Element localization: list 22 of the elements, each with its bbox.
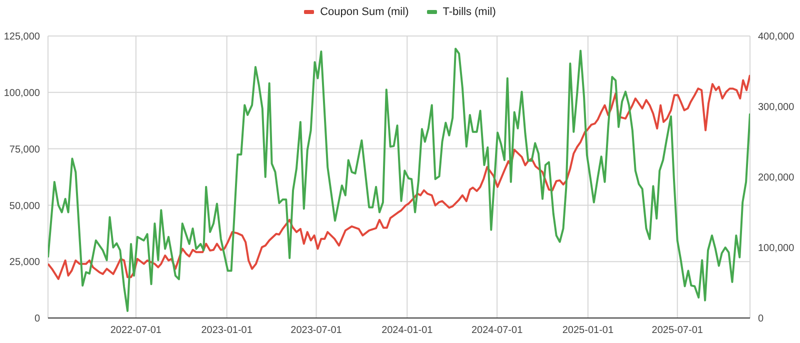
line-series	[48, 48, 750, 312]
legend-label: Coupon Sum (mil)	[320, 6, 409, 18]
y-tick-label: 0	[34, 314, 40, 325]
y2-tick-label: 0	[758, 314, 764, 325]
x-tick-label: 2025-01-01	[562, 325, 614, 336]
y-tick-label: 100,000	[4, 88, 40, 99]
y-tick-label: 50,000	[9, 200, 40, 212]
x-tick-label: 2024-07-01	[471, 325, 524, 336]
x-tick-label: 2022-07-01	[110, 325, 162, 336]
legend-label: T-bills (mil)	[442, 6, 496, 18]
y2-tick-label: 400,000	[758, 32, 795, 43]
y-tick-label: 75,000	[9, 144, 40, 156]
line-series	[48, 74, 750, 280]
x-tick-label: 2023-07-01	[290, 325, 342, 336]
y-tick-label: 25,000	[9, 257, 40, 268]
y2-tick-label: 100,000	[758, 243, 795, 254]
x-tick-label: 2025-07-01	[652, 325, 704, 336]
y-tick-label: 125,000	[4, 32, 40, 43]
y2-tick-label: 200,000	[758, 172, 795, 184]
y2-tick-label: 300,000	[758, 102, 795, 114]
x-tick-label: 2024-01-01	[382, 325, 434, 336]
x-tick-label: 2023-01-01	[201, 325, 253, 336]
